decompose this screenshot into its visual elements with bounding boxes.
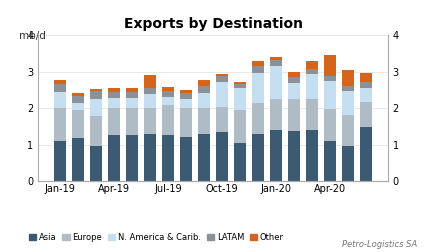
Bar — [162, 87, 174, 91]
Bar — [126, 98, 138, 108]
Bar — [54, 80, 66, 84]
Bar — [342, 91, 354, 115]
Bar — [360, 73, 372, 82]
Bar — [270, 99, 282, 130]
Bar — [198, 80, 210, 86]
Bar — [252, 134, 264, 181]
Bar — [216, 82, 228, 107]
Bar — [342, 86, 354, 91]
Bar — [72, 96, 84, 103]
Bar — [252, 73, 264, 103]
Bar — [252, 61, 264, 66]
Bar — [288, 99, 300, 131]
Bar — [180, 137, 192, 181]
Bar — [252, 103, 264, 134]
Bar — [72, 110, 84, 138]
Bar — [72, 138, 84, 181]
Bar — [306, 74, 318, 99]
Bar — [126, 108, 138, 135]
Bar — [144, 88, 156, 94]
Bar — [270, 130, 282, 181]
Bar — [252, 66, 264, 73]
Bar — [342, 115, 354, 146]
Bar — [108, 98, 120, 108]
Bar — [360, 82, 372, 88]
Bar — [342, 146, 354, 181]
Bar — [126, 135, 138, 181]
Bar — [234, 84, 246, 88]
Bar — [126, 91, 138, 98]
Bar — [324, 109, 336, 141]
Bar — [270, 60, 282, 66]
Bar — [288, 83, 300, 99]
Bar — [144, 108, 156, 134]
Bar — [360, 88, 372, 102]
Text: mb/d: mb/d — [19, 32, 46, 42]
Bar — [288, 72, 300, 77]
Bar — [126, 88, 138, 91]
Bar — [234, 82, 246, 84]
Bar — [108, 88, 120, 91]
Bar — [72, 103, 84, 110]
Bar — [90, 146, 102, 181]
Bar — [90, 116, 102, 146]
Bar — [324, 76, 336, 81]
Bar — [162, 105, 174, 135]
Bar — [198, 134, 210, 181]
Bar — [54, 84, 66, 92]
Bar — [180, 93, 192, 99]
Bar — [234, 143, 246, 181]
Bar — [180, 108, 192, 137]
Bar — [216, 132, 228, 181]
Bar — [306, 99, 318, 130]
Bar — [108, 108, 120, 135]
Bar — [306, 130, 318, 181]
Bar — [90, 91, 102, 99]
Bar — [162, 135, 174, 181]
Bar — [90, 89, 102, 91]
Bar — [162, 98, 174, 105]
Bar — [144, 94, 156, 108]
Bar — [144, 134, 156, 181]
Bar — [270, 66, 282, 99]
Bar — [54, 108, 66, 141]
Bar — [306, 61, 318, 69]
Bar — [234, 110, 246, 143]
Bar — [198, 86, 210, 93]
Bar — [144, 76, 156, 88]
Bar — [324, 81, 336, 109]
Bar — [288, 131, 300, 181]
Bar — [90, 99, 102, 116]
Bar — [198, 108, 210, 134]
Bar — [216, 76, 228, 82]
Bar — [324, 55, 336, 76]
Bar — [216, 107, 228, 132]
Bar — [234, 88, 246, 110]
Bar — [54, 92, 66, 108]
Bar — [324, 141, 336, 181]
Bar — [108, 135, 120, 181]
Bar — [180, 99, 192, 108]
Bar — [270, 57, 282, 60]
Bar — [108, 91, 120, 98]
Bar — [198, 93, 210, 108]
Bar — [162, 91, 174, 98]
Bar — [54, 141, 66, 181]
Bar — [72, 93, 84, 96]
Bar — [180, 90, 192, 93]
Bar — [342, 70, 354, 86]
Bar — [360, 127, 372, 181]
Text: Petro-Logistics SA: Petro-Logistics SA — [342, 240, 417, 249]
Bar — [216, 74, 228, 76]
Bar — [306, 69, 318, 74]
Bar — [288, 77, 300, 83]
Title: Exports by Destination: Exports by Destination — [124, 17, 302, 31]
Bar — [360, 102, 372, 127]
Legend: Asia, Europe, N. America & Carib., LATAM, Other: Asia, Europe, N. America & Carib., LATAM… — [26, 230, 287, 245]
